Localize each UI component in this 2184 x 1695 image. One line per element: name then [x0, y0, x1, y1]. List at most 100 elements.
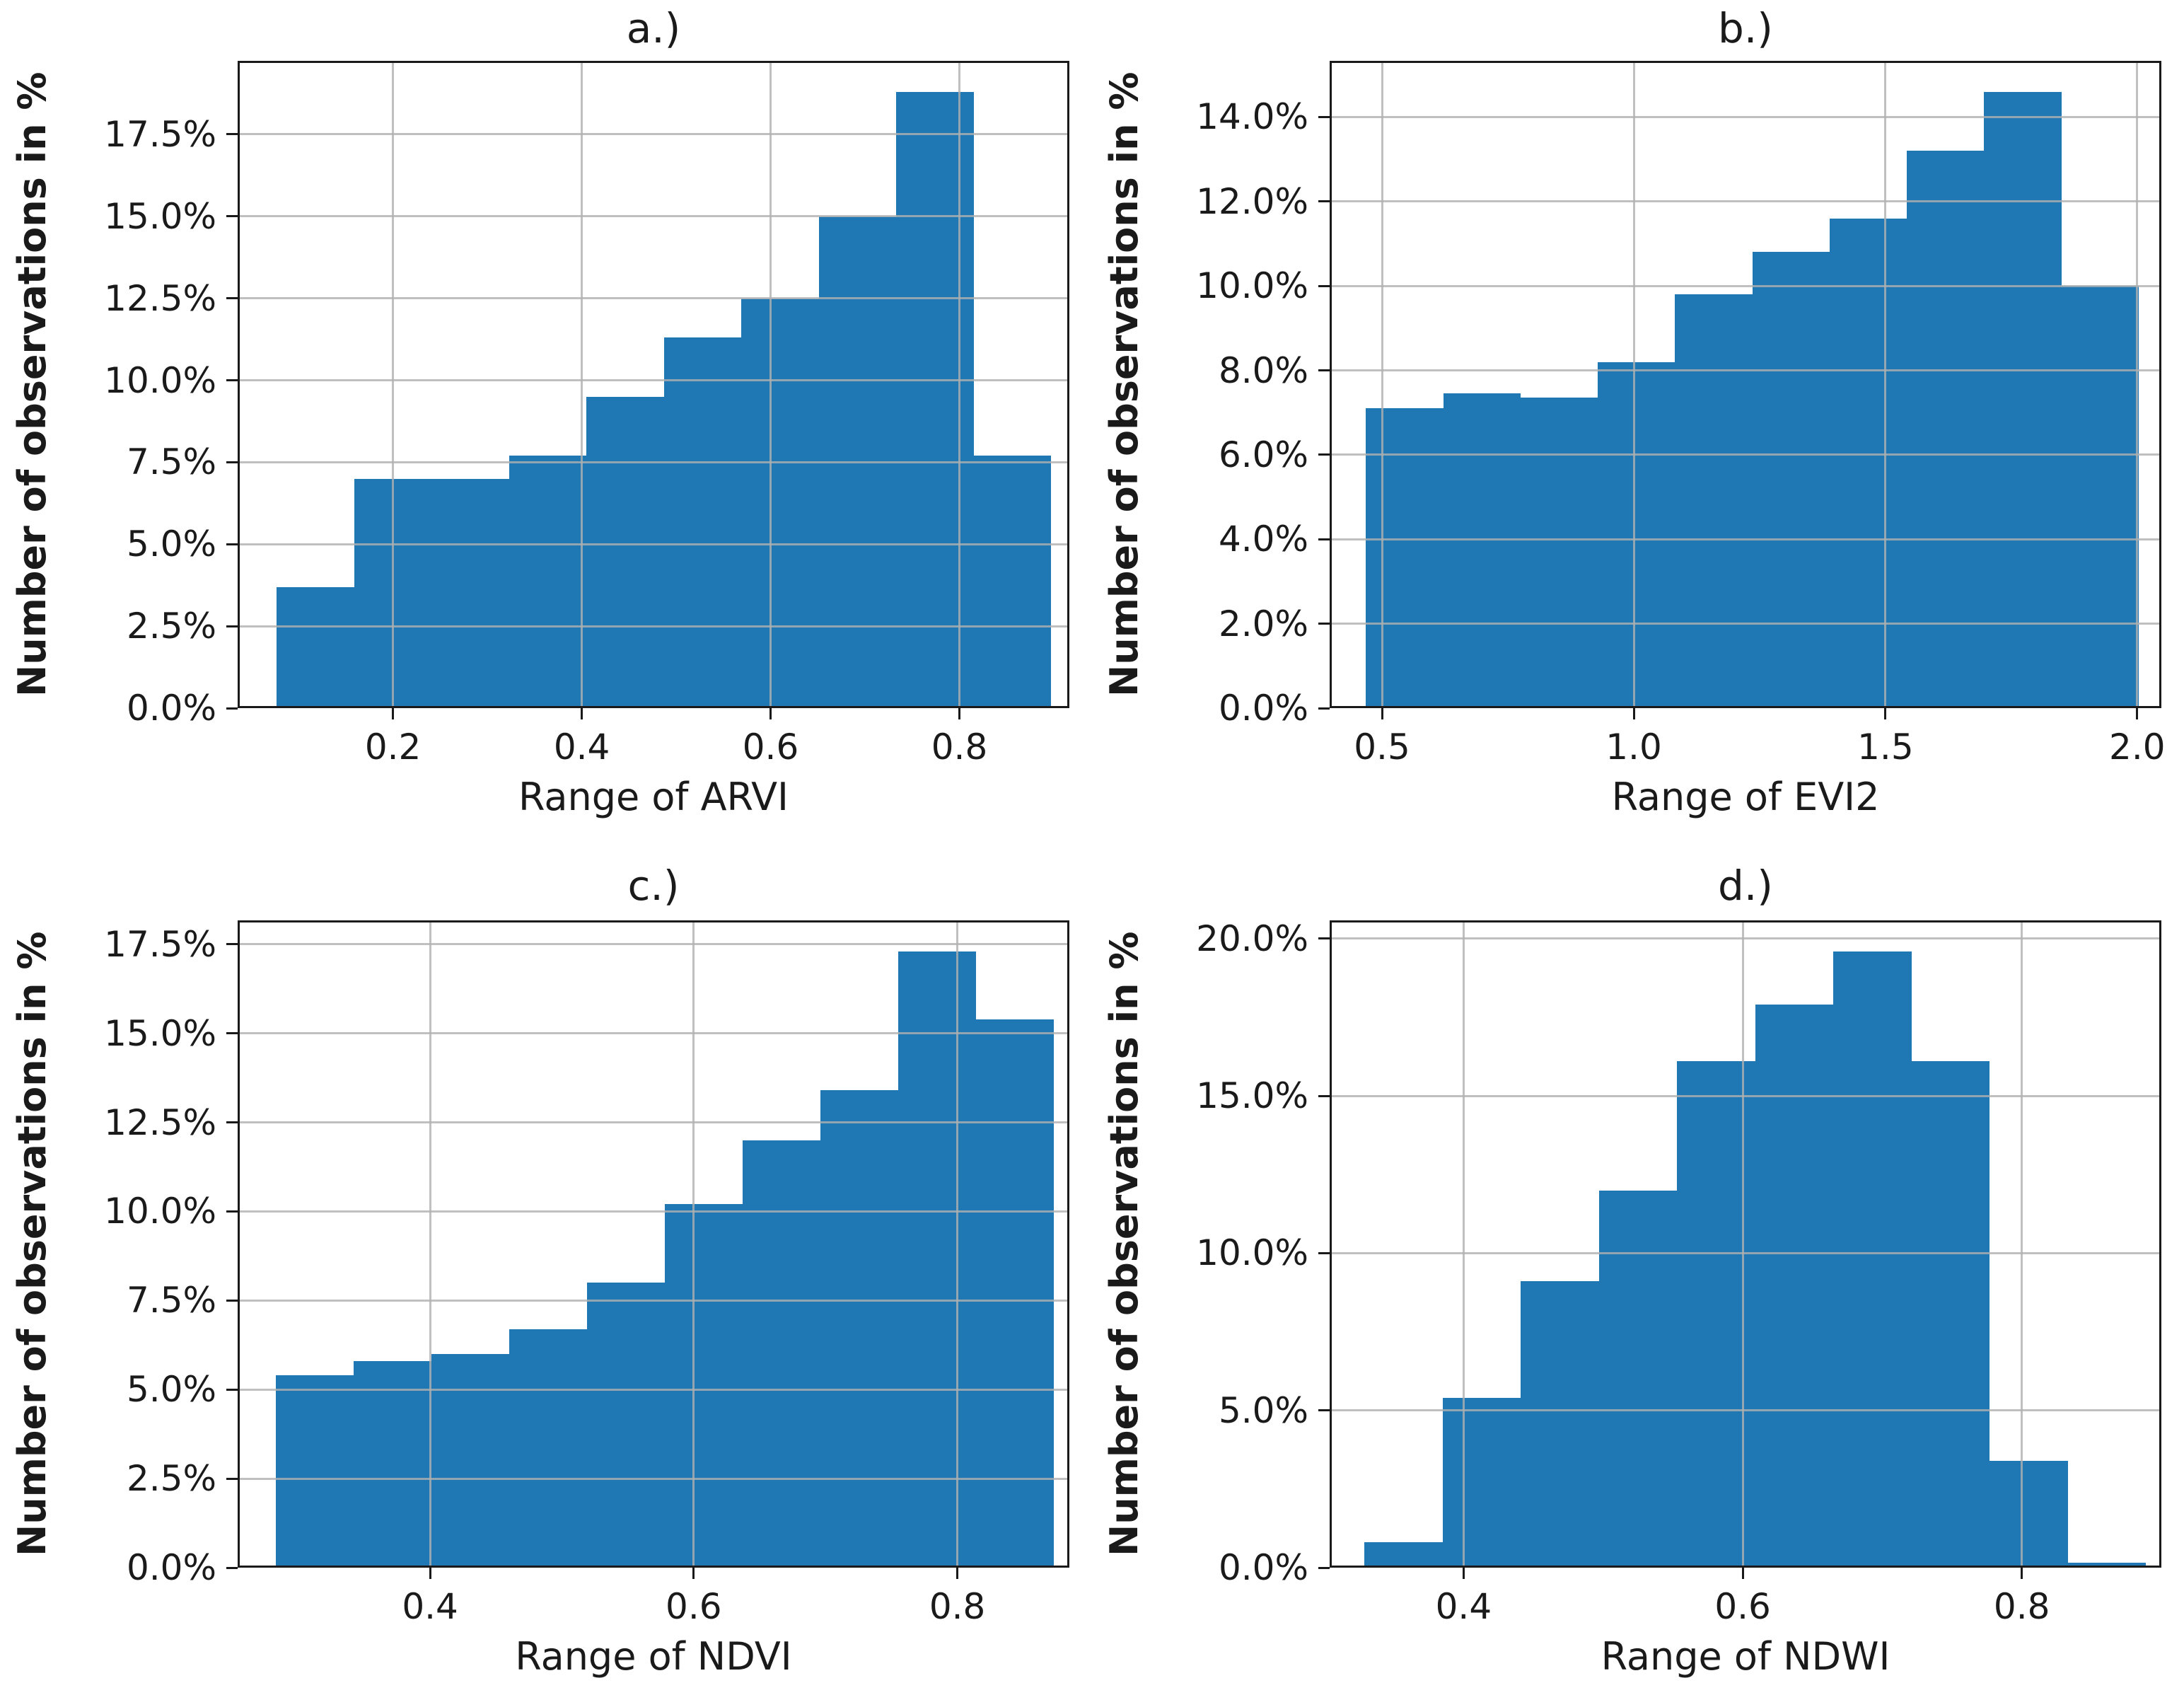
y-tick-label: 0.0%: [126, 688, 216, 729]
subplot-a-arvi-histogram: a.) Number of observations in % 0.0% 2.5%…: [0, 0, 1092, 847]
histogram-bar: [896, 91, 974, 708]
y-tick-mark: [226, 1388, 238, 1391]
y-tick-mark: [1318, 707, 1330, 710]
x-tick-mark: [392, 708, 395, 719]
x-gridline: [958, 61, 960, 708]
y-tick-label: 0.0%: [126, 1547, 216, 1588]
y-tick-label: 15.0%: [104, 195, 216, 237]
y-tick-mark: [226, 1477, 238, 1480]
histogram-bar: [664, 1204, 743, 1568]
y-tick-mark: [1318, 1566, 1330, 1569]
y-gridline: [238, 461, 1069, 463]
y-tick-label: 7.5%: [126, 441, 216, 483]
histogram-bar: [431, 1353, 509, 1568]
y-gridline: [238, 1210, 1069, 1213]
x-gridline: [429, 920, 431, 1568]
histogram-bar: [509, 1329, 587, 1568]
y-tick-mark: [1318, 623, 1330, 625]
y-tick-mark: [1318, 200, 1330, 203]
x-tick-mark: [1381, 708, 1383, 719]
y-tick-label: 2.5%: [126, 606, 216, 647]
histogram-bar: [277, 586, 354, 708]
x-tick-label: 0.6: [1714, 1586, 1771, 1627]
histogram-bar: [586, 1283, 665, 1568]
y-tick-label: 12.5%: [104, 277, 216, 319]
y-tick-label: 12.5%: [104, 1101, 216, 1143]
histogram-bar: [1755, 1005, 1834, 1568]
x-tick-label: 2.0: [2109, 727, 2166, 768]
x-tick-label: 0.2: [364, 727, 422, 768]
histogram-bar: [820, 1090, 898, 1568]
x-tick-mark: [958, 708, 960, 719]
subplot-c-plot-area: 0.0% 2.5% 5.0% 7.5% 10.0% 12.5% 15.0% 17.5% 0.4 0…: [104, 920, 1069, 1627]
subplot-b-evi2-histogram: b.) Number of observations in % 0.0% 2.0%…: [1092, 0, 2184, 847]
histogram-bar: [1366, 408, 1444, 708]
histogram-bar: [1521, 1281, 1599, 1568]
subplot-a-title: a.): [626, 4, 681, 52]
x-tick-label: 1.0: [1605, 727, 1662, 768]
subplot-d-x-axis-label: Range of NDWI: [1601, 1634, 1890, 1679]
histogram-bar: [2061, 286, 2139, 708]
y-tick-label: 4.0%: [1218, 519, 1308, 560]
x-gridline: [392, 61, 395, 708]
y-tick-mark: [226, 1210, 238, 1213]
y-gridline: [238, 379, 1069, 381]
subplot-b-y-axis-label: Number of observations in %: [1102, 71, 1146, 698]
x-gridline: [581, 61, 583, 708]
y-tick-label: 20.0%: [1196, 918, 1308, 959]
y-gridline: [238, 1121, 1069, 1123]
y-tick-mark: [226, 943, 238, 946]
x-gridline: [1884, 61, 1887, 708]
y-tick-label: 0.0%: [1218, 1547, 1308, 1588]
y-tick-label: 2.0%: [1218, 603, 1308, 644]
y-tick-mark: [226, 133, 238, 136]
x-tick-mark: [581, 708, 583, 719]
x-tick-mark: [2021, 1568, 2023, 1579]
y-tick-mark: [1318, 115, 1330, 118]
y-gridline: [1330, 453, 2161, 456]
y-gridline: [1330, 1094, 2161, 1097]
x-gridline: [692, 920, 695, 1568]
y-gridline: [1330, 937, 2161, 940]
subplot-d-plot-area: 0.0% 5.0% 10.0% 15.0% 20.0% 0.4 0.6 0.8: [1196, 918, 2161, 1627]
histogram-bar: [1520, 398, 1598, 708]
x-gridline: [2021, 920, 2023, 1568]
y-tick-label: 7.5%: [126, 1280, 216, 1321]
histogram-bar: [663, 337, 742, 708]
histogram-bar: [1598, 361, 1675, 708]
y-tick-mark: [1318, 1094, 1330, 1097]
y-gridline: [238, 1388, 1069, 1391]
subplot-d-ndwi-histogram: d.) Number of observations in % 0.0% 5.0%…: [1092, 847, 2184, 1695]
y-tick-mark: [226, 1121, 238, 1123]
histogram-bar: [1675, 294, 1753, 708]
subplot-b-plot-area: 0.0% 2.0% 4.0% 6.0% 8.0% 10.0% 12.0% 14.0% 0.5 1.…: [1196, 61, 2166, 768]
subplot-b-x-axis-label: Range of EVI2: [1611, 775, 1880, 819]
x-tick-mark: [1741, 1568, 1744, 1579]
y-tick-mark: [226, 1032, 238, 1035]
y-tick-label: 10.0%: [104, 1191, 216, 1232]
x-gridline: [1462, 920, 1465, 1568]
x-tick-label: 0.4: [553, 727, 610, 768]
histogram-bar: [1911, 1061, 1990, 1568]
histogram-bar: [1907, 151, 1985, 708]
y-gridline: [1330, 369, 2161, 371]
x-gridline: [1632, 61, 1635, 708]
histogram-bar: [1442, 1397, 1521, 1568]
y-tick-mark: [1318, 1251, 1330, 1254]
x-tick-mark: [956, 1568, 959, 1579]
histogram-bar: [276, 1375, 354, 1568]
y-tick-label: 10.0%: [1196, 265, 1308, 307]
histogram-bar: [509, 456, 587, 708]
subplot-a-plot-area: 0.0% 2.5% 5.0% 7.5% 10.0% 12.5% 15.0% 17.5% 0.2 0…: [104, 61, 1069, 768]
y-gridline: [1330, 200, 2161, 203]
y-tick-label: 5.0%: [1218, 1389, 1308, 1431]
y-tick-label: 8.0%: [1218, 349, 1308, 391]
y-gridline: [238, 1299, 1069, 1302]
x-gridline: [1381, 61, 1383, 708]
histogram-bar: [741, 298, 819, 708]
x-gridline: [956, 920, 959, 1568]
x-tick-label: 0.6: [742, 727, 799, 768]
y-gridline: [1330, 1251, 2161, 1254]
y-tick-mark: [226, 297, 238, 300]
